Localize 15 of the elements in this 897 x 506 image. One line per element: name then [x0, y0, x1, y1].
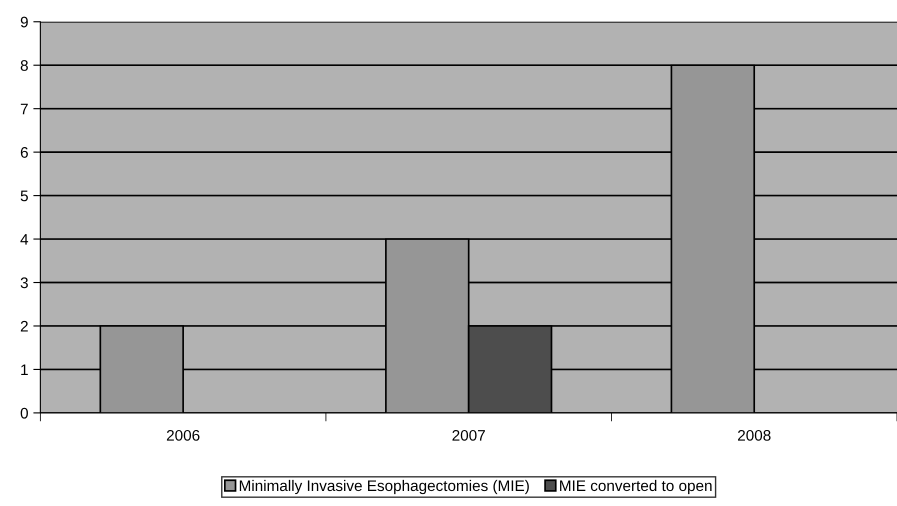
legend-label: MIE converted to open	[560, 480, 712, 494]
y-tick-label: 1	[21, 364, 28, 375]
x-tick-label: 2007	[452, 430, 485, 441]
y-tick-label: 4	[20, 234, 28, 245]
x-tick-label: 2006	[166, 430, 200, 441]
y-tick-label: 5	[20, 190, 28, 202]
y-tick-label: 9	[20, 16, 28, 28]
y-tick-label: 6	[20, 147, 28, 158]
y-tick-label: 7	[20, 104, 28, 114]
y-tick-label: 3	[20, 277, 28, 288]
x-tick-label: 2008	[738, 430, 771, 441]
y-tick-label: 0	[20, 408, 28, 419]
y-tick-label: 2	[20, 320, 28, 332]
legend-label: Minimally Invasive Esophagectomies (MIE)	[240, 480, 529, 494]
y-tick-label: 8	[20, 60, 28, 71]
